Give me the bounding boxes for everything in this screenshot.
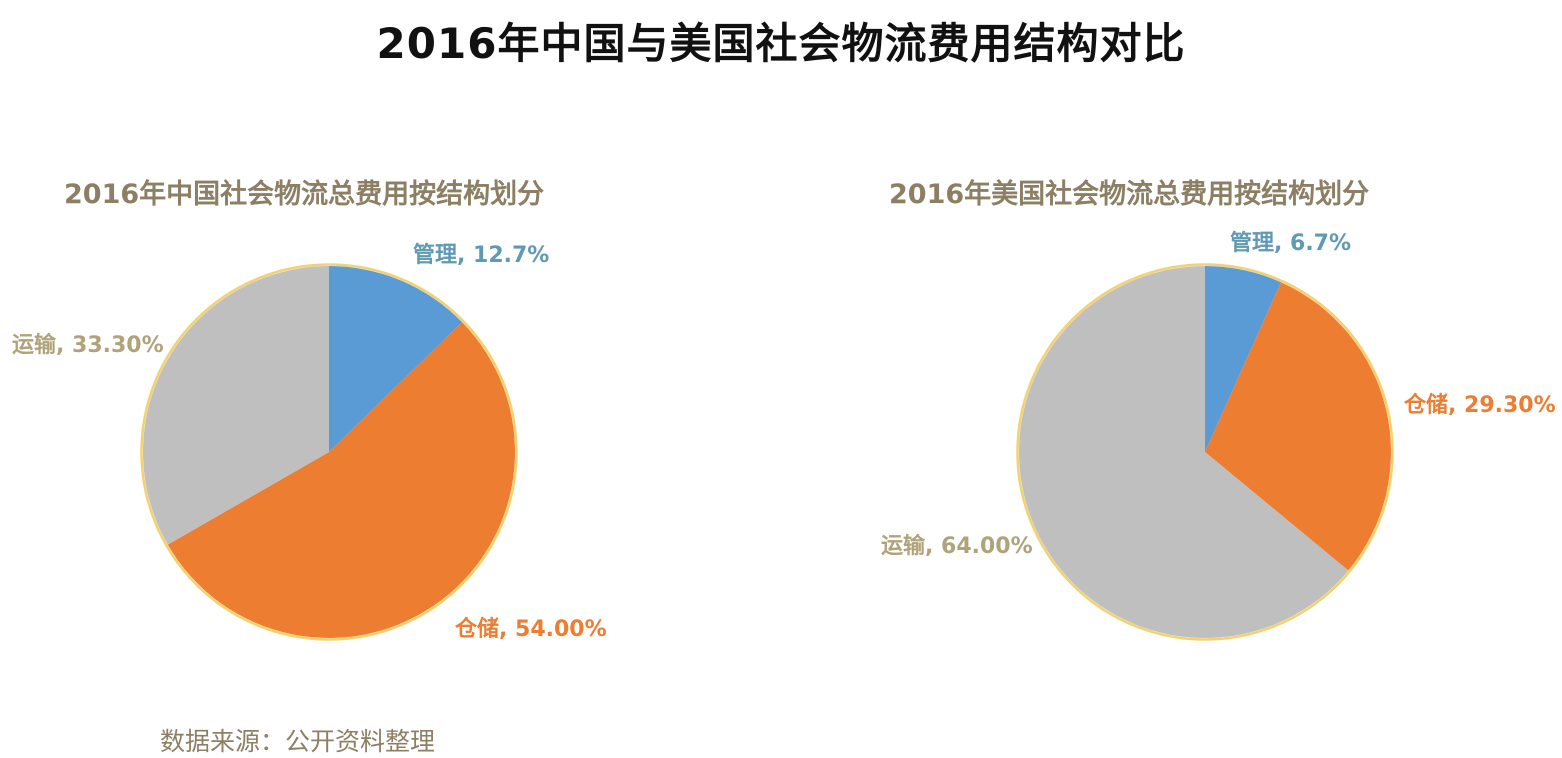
usa-slice-2 (1018, 265, 1349, 638)
china-slice-0 (329, 266, 463, 452)
china-pie-title: 2016年中国社会物流总费用按结构划分 (64, 179, 545, 210)
source-note: 数据来源：公开资料整理 (160, 727, 436, 756)
usa-slice-0 (1205, 266, 1282, 452)
china-slice-2 (142, 266, 329, 545)
usa-slice-label-0: 管理, 6.7% (1230, 230, 1351, 256)
usa-slice-1 (1205, 282, 1391, 571)
usa-pie-title: 2016年美国社会物流总费用按结构划分 (889, 179, 1370, 210)
page-title: 2016年中国与美国社会物流费用结构对比 (376, 19, 1186, 68)
china-slice-label-2: 运输, 33.30% (12, 332, 164, 358)
china-pie-border (140, 263, 518, 641)
usa-slice-label-1: 仓储, 29.30% (1403, 392, 1556, 418)
china-slice-label-1: 仓储, 54.00% (454, 616, 607, 642)
china-slice-label-0: 管理, 12.7% (413, 242, 549, 268)
china-slice-1 (167, 322, 516, 639)
usa-pie-border (1016, 263, 1394, 641)
usa-slice-label-2: 运输, 64.00% (881, 533, 1033, 559)
